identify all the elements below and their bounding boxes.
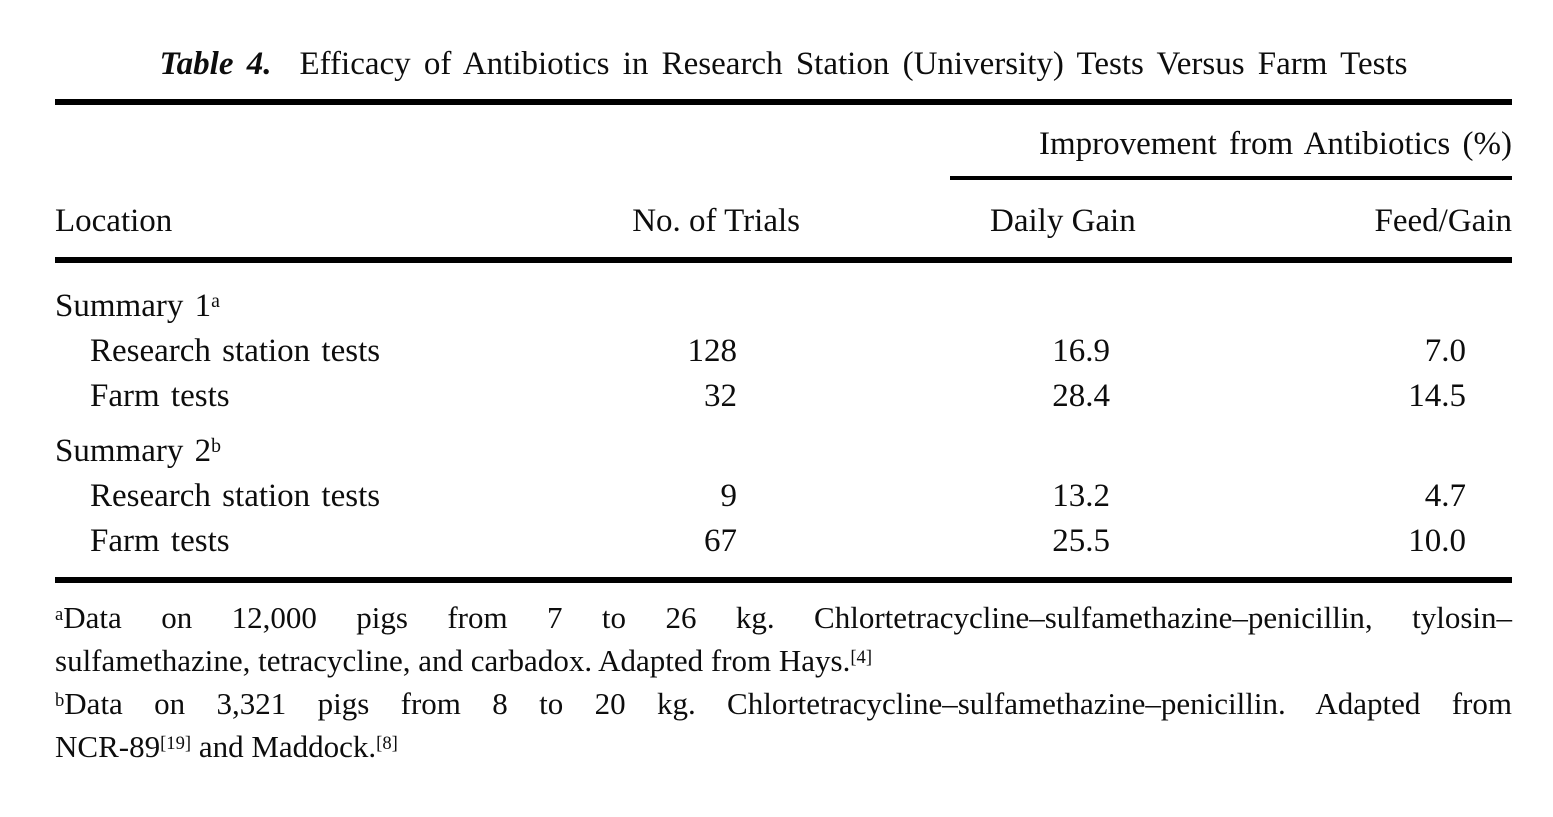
row-label: Summary 2b bbox=[55, 433, 221, 469]
cell-feed-gain: 7.0 bbox=[1424, 333, 1466, 369]
cell-feed-gain: 10.0 bbox=[1408, 523, 1466, 559]
row-label: Research station tests bbox=[90, 478, 381, 514]
column-header-feed-gain: Feed/Gain bbox=[1374, 203, 1512, 239]
table-row: Farm tests 67 25.5 10.0 bbox=[55, 519, 1512, 564]
footnote-superscript: [8] bbox=[376, 732, 398, 754]
table-container: Table 4. Efficacy of Antibiotics in Resea… bbox=[55, 0, 1512, 768]
table-row: Summary 1a bbox=[55, 284, 1512, 329]
group-header-spacer-2 bbox=[600, 105, 810, 180]
top-rule bbox=[55, 99, 1512, 105]
cell-feed-gain: 14.5 bbox=[1408, 378, 1466, 414]
footnotes: aData on 12,000 pigs from 7 to 26 kg. Ch… bbox=[55, 596, 1512, 768]
cell-feed-gain bbox=[1160, 284, 1512, 329]
column-header-trials: No. of Trials bbox=[632, 203, 800, 239]
cell-trials bbox=[600, 429, 810, 474]
table-row: Summary 2b bbox=[55, 429, 1512, 474]
header-rule bbox=[55, 257, 1512, 263]
group-header-row: Improvement from Antibiotics (%) bbox=[55, 105, 1512, 180]
cell-feed-gain: 4.7 bbox=[1424, 478, 1466, 514]
table-number: Table 4. bbox=[159, 46, 272, 82]
group-header-cell: Improvement from Antibiotics (%) bbox=[810, 105, 1512, 180]
footnote-marker: a bbox=[211, 290, 220, 313]
cell-trials: 67 bbox=[704, 523, 737, 559]
table-caption: Table 4. Efficacy of Antibiotics in Resea… bbox=[55, 44, 1512, 84]
cell-daily-gain: 25.5 bbox=[1052, 523, 1110, 559]
cell-feed-gain bbox=[1160, 429, 1512, 474]
column-header-row: Location No. of Trials Daily Gain Feed/G… bbox=[55, 180, 1512, 257]
column-header-daily-gain: Daily Gain bbox=[990, 203, 1136, 239]
table-row: Research station tests 9 13.2 4.7 bbox=[55, 474, 1512, 519]
footnote-superscript: [4] bbox=[850, 646, 873, 668]
row-label: Research station tests bbox=[90, 333, 381, 369]
footnote-superscript: [19] bbox=[160, 732, 192, 754]
table-row: Farm tests 32 28.4 14.5 bbox=[55, 374, 1512, 419]
footnote-marker: b bbox=[211, 435, 221, 458]
cell-daily-gain bbox=[810, 284, 1160, 329]
table-title-text: Efficacy of Antibiotics in Research Stat… bbox=[299, 46, 1408, 82]
cell-daily-gain: 28.4 bbox=[1052, 378, 1110, 414]
row-label: Farm tests bbox=[90, 378, 230, 414]
column-header-location: Location bbox=[55, 203, 173, 239]
footnote-line: sulfamethazine, tetracycline, and carbad… bbox=[55, 643, 873, 678]
table-body: Summary 1a Research station tests 128 16.9 7… bbox=[55, 263, 1512, 577]
group-header: Improvement from Antibiotics (%) bbox=[950, 105, 1512, 180]
row-label: Summary 1a bbox=[55, 288, 220, 324]
cell-daily-gain: 16.9 bbox=[1052, 333, 1110, 369]
cell-daily-gain: 13.2 bbox=[1052, 478, 1110, 514]
cell-trials: 128 bbox=[687, 333, 738, 369]
group-header-spacer-1 bbox=[55, 105, 600, 180]
table-row: Research station tests 128 16.9 7.0 bbox=[55, 329, 1512, 374]
bottom-rule bbox=[55, 577, 1512, 583]
footnote-superscript: a bbox=[55, 603, 64, 625]
footnote-line: NCR-89[19] and Maddock.[8] bbox=[55, 729, 398, 764]
cell-trials: 9 bbox=[720, 478, 738, 514]
cell-trials bbox=[600, 284, 810, 329]
footnote-superscript: b bbox=[55, 689, 65, 711]
footnote-line: aData on 12,000 pigs from 7 to 26 kg. Ch… bbox=[55, 600, 1512, 635]
cell-daily-gain bbox=[810, 429, 1160, 474]
row-label: Farm tests bbox=[90, 523, 230, 559]
footnote-line: bData on 3,321 pigs from 8 to 20 kg. Chl… bbox=[55, 686, 1512, 721]
cell-trials: 32 bbox=[704, 378, 737, 414]
